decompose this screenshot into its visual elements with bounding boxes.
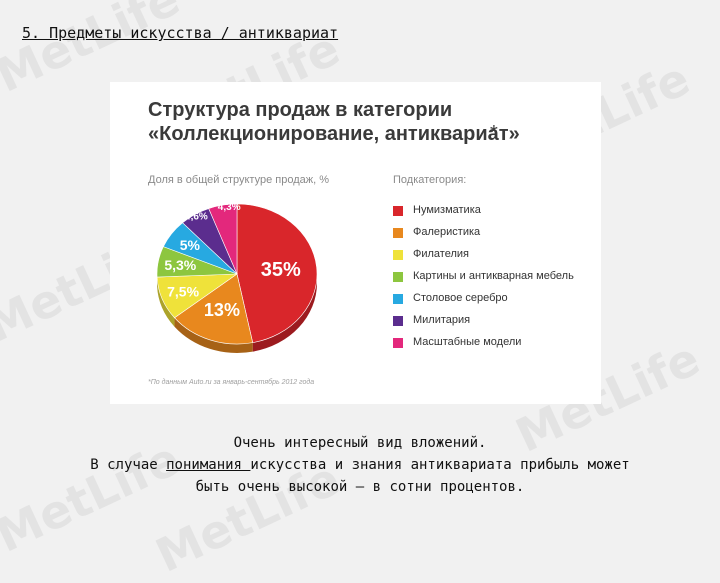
legend-label: Фалеристика <box>413 226 480 238</box>
slide-caption: Очень интересный вид вложений. В случае … <box>0 432 720 498</box>
footnote: *По данным Auto.ru за январь-сентябрь 20… <box>148 379 314 386</box>
legend-label: Филателия <box>413 248 469 260</box>
chart-panel: Структура продаж в категории «Коллекцион… <box>110 82 601 404</box>
legend-label: Масштабные модели <box>413 336 521 348</box>
caption-line-3: быть очень высокой — в сотни процентов. <box>0 476 720 498</box>
legend-swatch <box>393 206 403 216</box>
legend-swatch <box>393 338 403 348</box>
caption-text: В случае <box>90 457 166 473</box>
legend-swatch <box>393 294 403 304</box>
pie-data-label: 35% <box>261 259 301 281</box>
pie-data-label: 13% <box>204 300 240 320</box>
pie-data-label: 7,5% <box>167 284 199 300</box>
legend-label: Нумизматика <box>413 204 481 216</box>
legend-swatch <box>393 316 403 326</box>
legend-label: Милитария <box>413 314 470 326</box>
legend-swatch <box>393 272 403 282</box>
pie-data-label: 5% <box>180 237 201 253</box>
pie-data-label: 4,3% <box>218 202 241 213</box>
legend-label: Столовое серебро <box>413 292 508 304</box>
caption-underlined-word: понимания <box>166 457 250 473</box>
legend-swatch <box>393 250 403 260</box>
pie-data-label: 4,6% <box>185 212 208 223</box>
caption-text: искусства и знания антиквариата прибыль … <box>250 457 629 473</box>
caption-line-1: Очень интересный вид вложений. <box>0 432 720 454</box>
pie-data-label: 5,3% <box>164 257 196 273</box>
pie-chart: 35% 13% 7,5% 5,3% 5% 4,6% 4,3% <box>110 82 601 404</box>
slide-title: 5. Предметы искусства / антиквариат <box>22 24 338 42</box>
caption-line-2: В случае понимания искусства и знания ан… <box>0 454 720 476</box>
legend-swatch <box>393 228 403 238</box>
legend-label: Картины и антикварная мебель <box>413 270 574 282</box>
